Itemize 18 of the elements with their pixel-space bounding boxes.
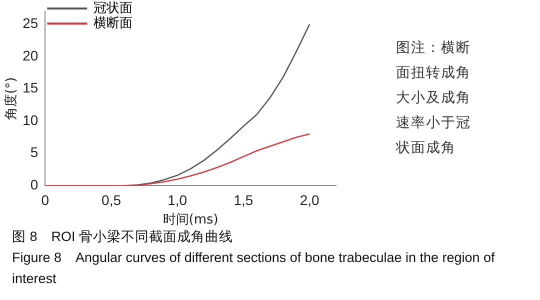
y-tick-label: 0 (30, 176, 38, 192)
y-tick-label: 5 (30, 144, 38, 160)
x-tick-label: 1,5 (234, 192, 254, 208)
y-tick-label: 10 (22, 112, 38, 128)
x-tick-label: 1,0 (168, 192, 188, 208)
caption: Figure 8 Angular curves of different sections of bone trabeculae in the region of interest (12, 249, 496, 288)
text: 图注：横断面扭转成角大小及成角速率小于冠状面成角 (396, 39, 472, 158)
legend-label: 冠状面 (94, 0, 133, 16)
x-tick-label: 0 (41, 192, 50, 208)
y-tick-label: 20 (22, 47, 38, 64)
y-tick-label: 25 (22, 15, 38, 32)
x-tick-label: 0,5 (102, 192, 122, 208)
legend-label: 横断面 (94, 16, 133, 31)
caption: 图 8 ROI 骨小梁不同截面成角曲线 (12, 228, 234, 246)
x-axis-title: 时间(ms) (162, 212, 218, 228)
y-axis-title: 角度(°) (3, 77, 20, 120)
x-tick-label: 2,0 (300, 192, 320, 208)
y-tick-label: 15 (22, 80, 38, 96)
